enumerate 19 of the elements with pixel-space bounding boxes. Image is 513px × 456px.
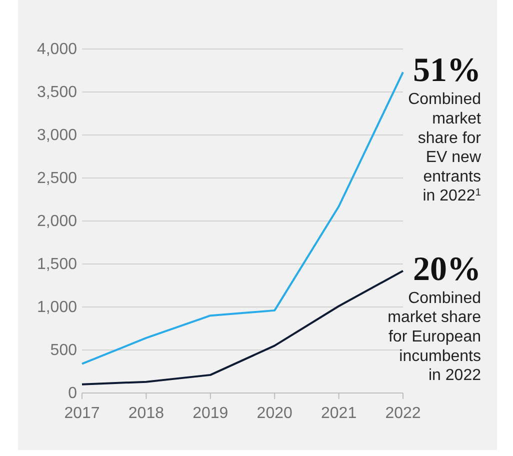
y-tick-label: 1,500 — [36, 256, 78, 273]
x-tick-label: 2020 — [256, 405, 292, 422]
x-tick-label: 2018 — [128, 405, 164, 422]
y-tick-label: 2,000 — [36, 213, 78, 230]
text: 51% — [413, 52, 481, 90]
x-tick-label: 2021 — [321, 405, 357, 422]
x-tick-label: 2017 — [64, 405, 100, 422]
y-tick-label: 4,000 — [36, 41, 78, 58]
text: Combined market share for EV new entrants in 2022$^{1}$ — [408, 91, 482, 205]
y-tick-label: 0 — [68, 385, 78, 402]
x-tick-label: 2019 — [192, 405, 228, 422]
y-tick-label: 3,500 — [36, 84, 78, 101]
annotation: Combined market share for European incumbents in 2022 — [388, 290, 482, 384]
y-tick-label: 2,500 — [36, 170, 78, 187]
text: 20% — [413, 250, 481, 288]
y-tick-label: 3,000 — [36, 127, 78, 144]
x-tick-label: 2022 — [385, 405, 421, 422]
y-tick-label: 1,000 — [36, 299, 78, 316]
y-tick-label: 500 — [50, 342, 78, 359]
